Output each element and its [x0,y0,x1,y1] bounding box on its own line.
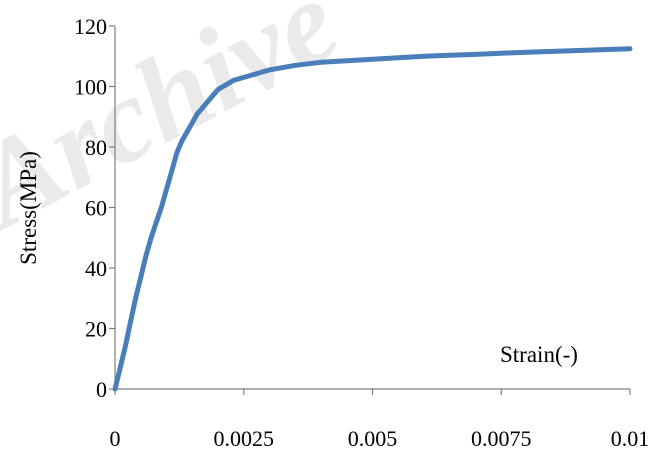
y-tick-label: 100 [74,75,107,100]
series-layer [112,46,633,392]
x-tick-label: 0.005 [348,426,398,451]
x-axis-title: Strain(-) [500,342,578,367]
x-tick-label: 0.0025 [214,426,275,451]
x-tick-label: 0.0075 [471,426,532,451]
y-tick-label: 0 [96,377,107,402]
y-axis: 0 20 40 60 80 100 120 [74,14,116,402]
x-tick-label: 0.01 [611,426,650,451]
series-line-0 [112,46,633,392]
watermark: Archive [0,0,358,255]
y-tick-label: 120 [74,14,107,39]
y-tick-label: 40 [85,256,107,281]
y-axis-title: Stress(MPa) [16,151,41,265]
y-tick-label: 60 [85,196,107,221]
y-tick-label: 80 [85,135,107,160]
x-tick-label: 0 [110,426,121,451]
y-tick-label: 20 [85,317,107,342]
x-axis: 0 0.0025 0.005 0.0075 0.01 [110,388,650,451]
